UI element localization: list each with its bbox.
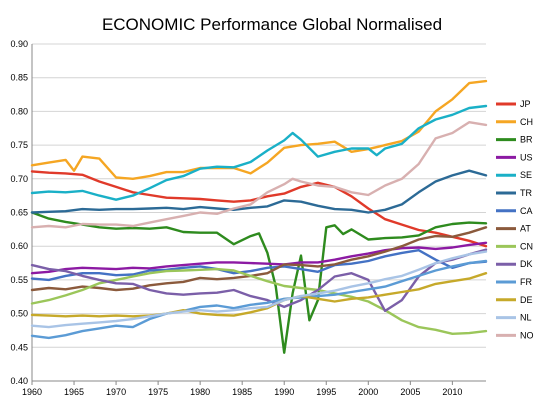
series-line-br — [30, 211, 488, 354]
x-axis: 1960 1965 1970 1975 1980 1985 1990 1995 2000 2005… — [22, 381, 462, 397]
legend-label-br: BR — [520, 135, 533, 145]
legend-label-se: SE — [520, 170, 532, 180]
legend-label-ca: CA — [520, 206, 533, 216]
legend: JP CH BR US SE TR CA AT CN DK FR DE NL NO — [496, 99, 534, 340]
y-tick-label: 0.90 — [10, 39, 28, 49]
x-tick-label: 1985 — [232, 387, 252, 397]
x-tick-label: 2005 — [400, 387, 420, 397]
legend-label-tr: TR — [520, 188, 532, 198]
series-line-no — [30, 121, 488, 229]
legend-label-ch: CH — [520, 117, 533, 127]
legend-label-dk: DK — [520, 259, 533, 269]
series-line-se — [30, 104, 488, 201]
series-line-de — [30, 272, 488, 318]
legend-label-no: NO — [520, 330, 534, 340]
legend-label-fr: FR — [520, 277, 532, 287]
series-line-us — [30, 241, 488, 275]
series-line-dk — [30, 248, 488, 313]
series-line-at — [30, 226, 488, 292]
y-tick-label: 0.55 — [10, 275, 28, 285]
y-tick-label: 0.45 — [10, 342, 28, 352]
x-tick-label: 1995 — [316, 387, 336, 397]
series-line-ca — [30, 249, 488, 282]
x-tick-label: 1975 — [148, 387, 168, 397]
legend-label-us: US — [520, 152, 533, 162]
y-tick-label: 0.60 — [10, 241, 28, 251]
x-tick-label: 1980 — [190, 387, 210, 397]
legend-label-at: AT — [520, 224, 531, 234]
series-line-nl — [30, 250, 488, 329]
series-line-tr — [30, 169, 488, 214]
y-tick-label: 0.70 — [10, 174, 28, 184]
x-tick-label: 1990 — [274, 387, 294, 397]
y-tick-label: 0.75 — [10, 140, 28, 150]
y-tick-label: 0.85 — [10, 73, 28, 83]
y-tick-label: 0.80 — [10, 106, 28, 116]
series-line-fr — [30, 259, 488, 340]
legend-label-jp: JP — [520, 99, 531, 109]
y-tick-label: 0.65 — [10, 208, 28, 218]
x-tick-label: 2000 — [358, 387, 378, 397]
legend-label-de: DE — [520, 295, 533, 305]
x-tick-label: 1965 — [64, 387, 84, 397]
x-tick-label: 2010 — [442, 387, 462, 397]
y-tick-label: 0.40 — [10, 376, 28, 386]
y-tick-label: 0.50 — [10, 309, 28, 319]
legend-label-nl: NL — [520, 313, 532, 323]
x-tick-label: 1970 — [106, 387, 126, 397]
chart-title: ECONOMIC Performance Global Normalised — [102, 15, 442, 34]
legend-label-cn: CN — [520, 241, 533, 251]
x-tick-label: 1960 — [22, 387, 42, 397]
series-lines — [30, 79, 488, 354]
gridlines — [32, 43, 486, 382]
